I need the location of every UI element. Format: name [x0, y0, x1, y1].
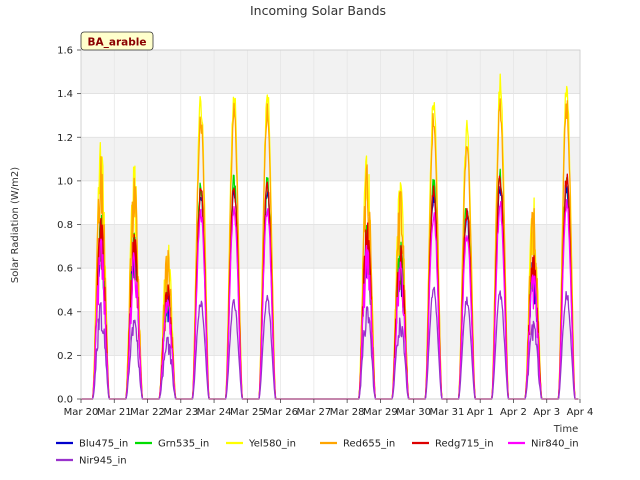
legend: Blu475_in Grn535_in Yel580_in Red655_in Redg… [56, 439, 579, 467]
legend-label-grn535_in: Grn535_in [158, 439, 209, 450]
legend-label-nir840_in: Nir840_in [531, 439, 579, 450]
chart-title: Incoming Solar Bands [250, 3, 386, 18]
x-tick-label: Mar 28 [330, 407, 365, 418]
y-tick-label: 0.6 [57, 264, 73, 275]
x-tick-label: Mar 24 [197, 407, 232, 418]
legend-label-nir945_in: Nir945_in [79, 456, 127, 467]
x-axis-title: Time [553, 424, 578, 435]
y-axis-title: Solar Radiation (W/m2) [10, 167, 21, 283]
y-tick-label: 0.2 [57, 351, 73, 362]
y-axis-ticks: 0.0 0.2 0.4 0.6 0.8 1.0 1.2 1.4 1.6 [57, 46, 81, 406]
x-tick-label: Mar 31 [430, 407, 465, 418]
series-layer [81, 73, 579, 400]
x-tick-label: Mar 23 [163, 407, 198, 418]
x-tick-label: Mar 20 [64, 407, 99, 418]
x-tick-label: Mar 21 [97, 407, 132, 418]
x-tick-label: Mar 22 [130, 407, 165, 418]
site-label: BA_arable [88, 37, 147, 49]
y-tick-label: 1.0 [57, 176, 73, 187]
x-tick-label: Apr 1 [467, 407, 494, 418]
y-tick-label: 0.8 [57, 220, 73, 231]
x-tick-label: Mar 29 [363, 407, 398, 418]
y-tick-label: 0.4 [57, 307, 73, 318]
x-tick-label: Apr 3 [533, 407, 560, 418]
x-tick-label: Apr 2 [500, 407, 527, 418]
x-tick-label: Apr 4 [567, 407, 594, 418]
series-line-nir945_in [81, 286, 579, 400]
y-tick-label: 1.2 [57, 133, 73, 144]
y-tick-label: 0.0 [57, 395, 73, 406]
x-tick-label: Mar 30 [396, 407, 431, 418]
legend-label-red655_in: Red655_in [343, 439, 395, 450]
x-tick-label: Mar 27 [296, 407, 331, 418]
plot-band [81, 137, 580, 181]
legend-label-yel580_in: Yel580_in [248, 439, 296, 450]
y-tick-label: 1.4 [57, 89, 73, 100]
x-tick-label: Mar 25 [230, 407, 265, 418]
series-line-nir840_in [81, 198, 579, 400]
plot-band [81, 50, 580, 94]
x-tick-label: Mar 26 [263, 407, 298, 418]
y-tick-label: 1.6 [57, 46, 73, 57]
site-label-box: BA_arable [80, 31, 154, 51]
legend-label-redg715_in: Redg715_in [435, 439, 494, 450]
legend-label-blu475_in: Blu475_in [79, 439, 128, 450]
